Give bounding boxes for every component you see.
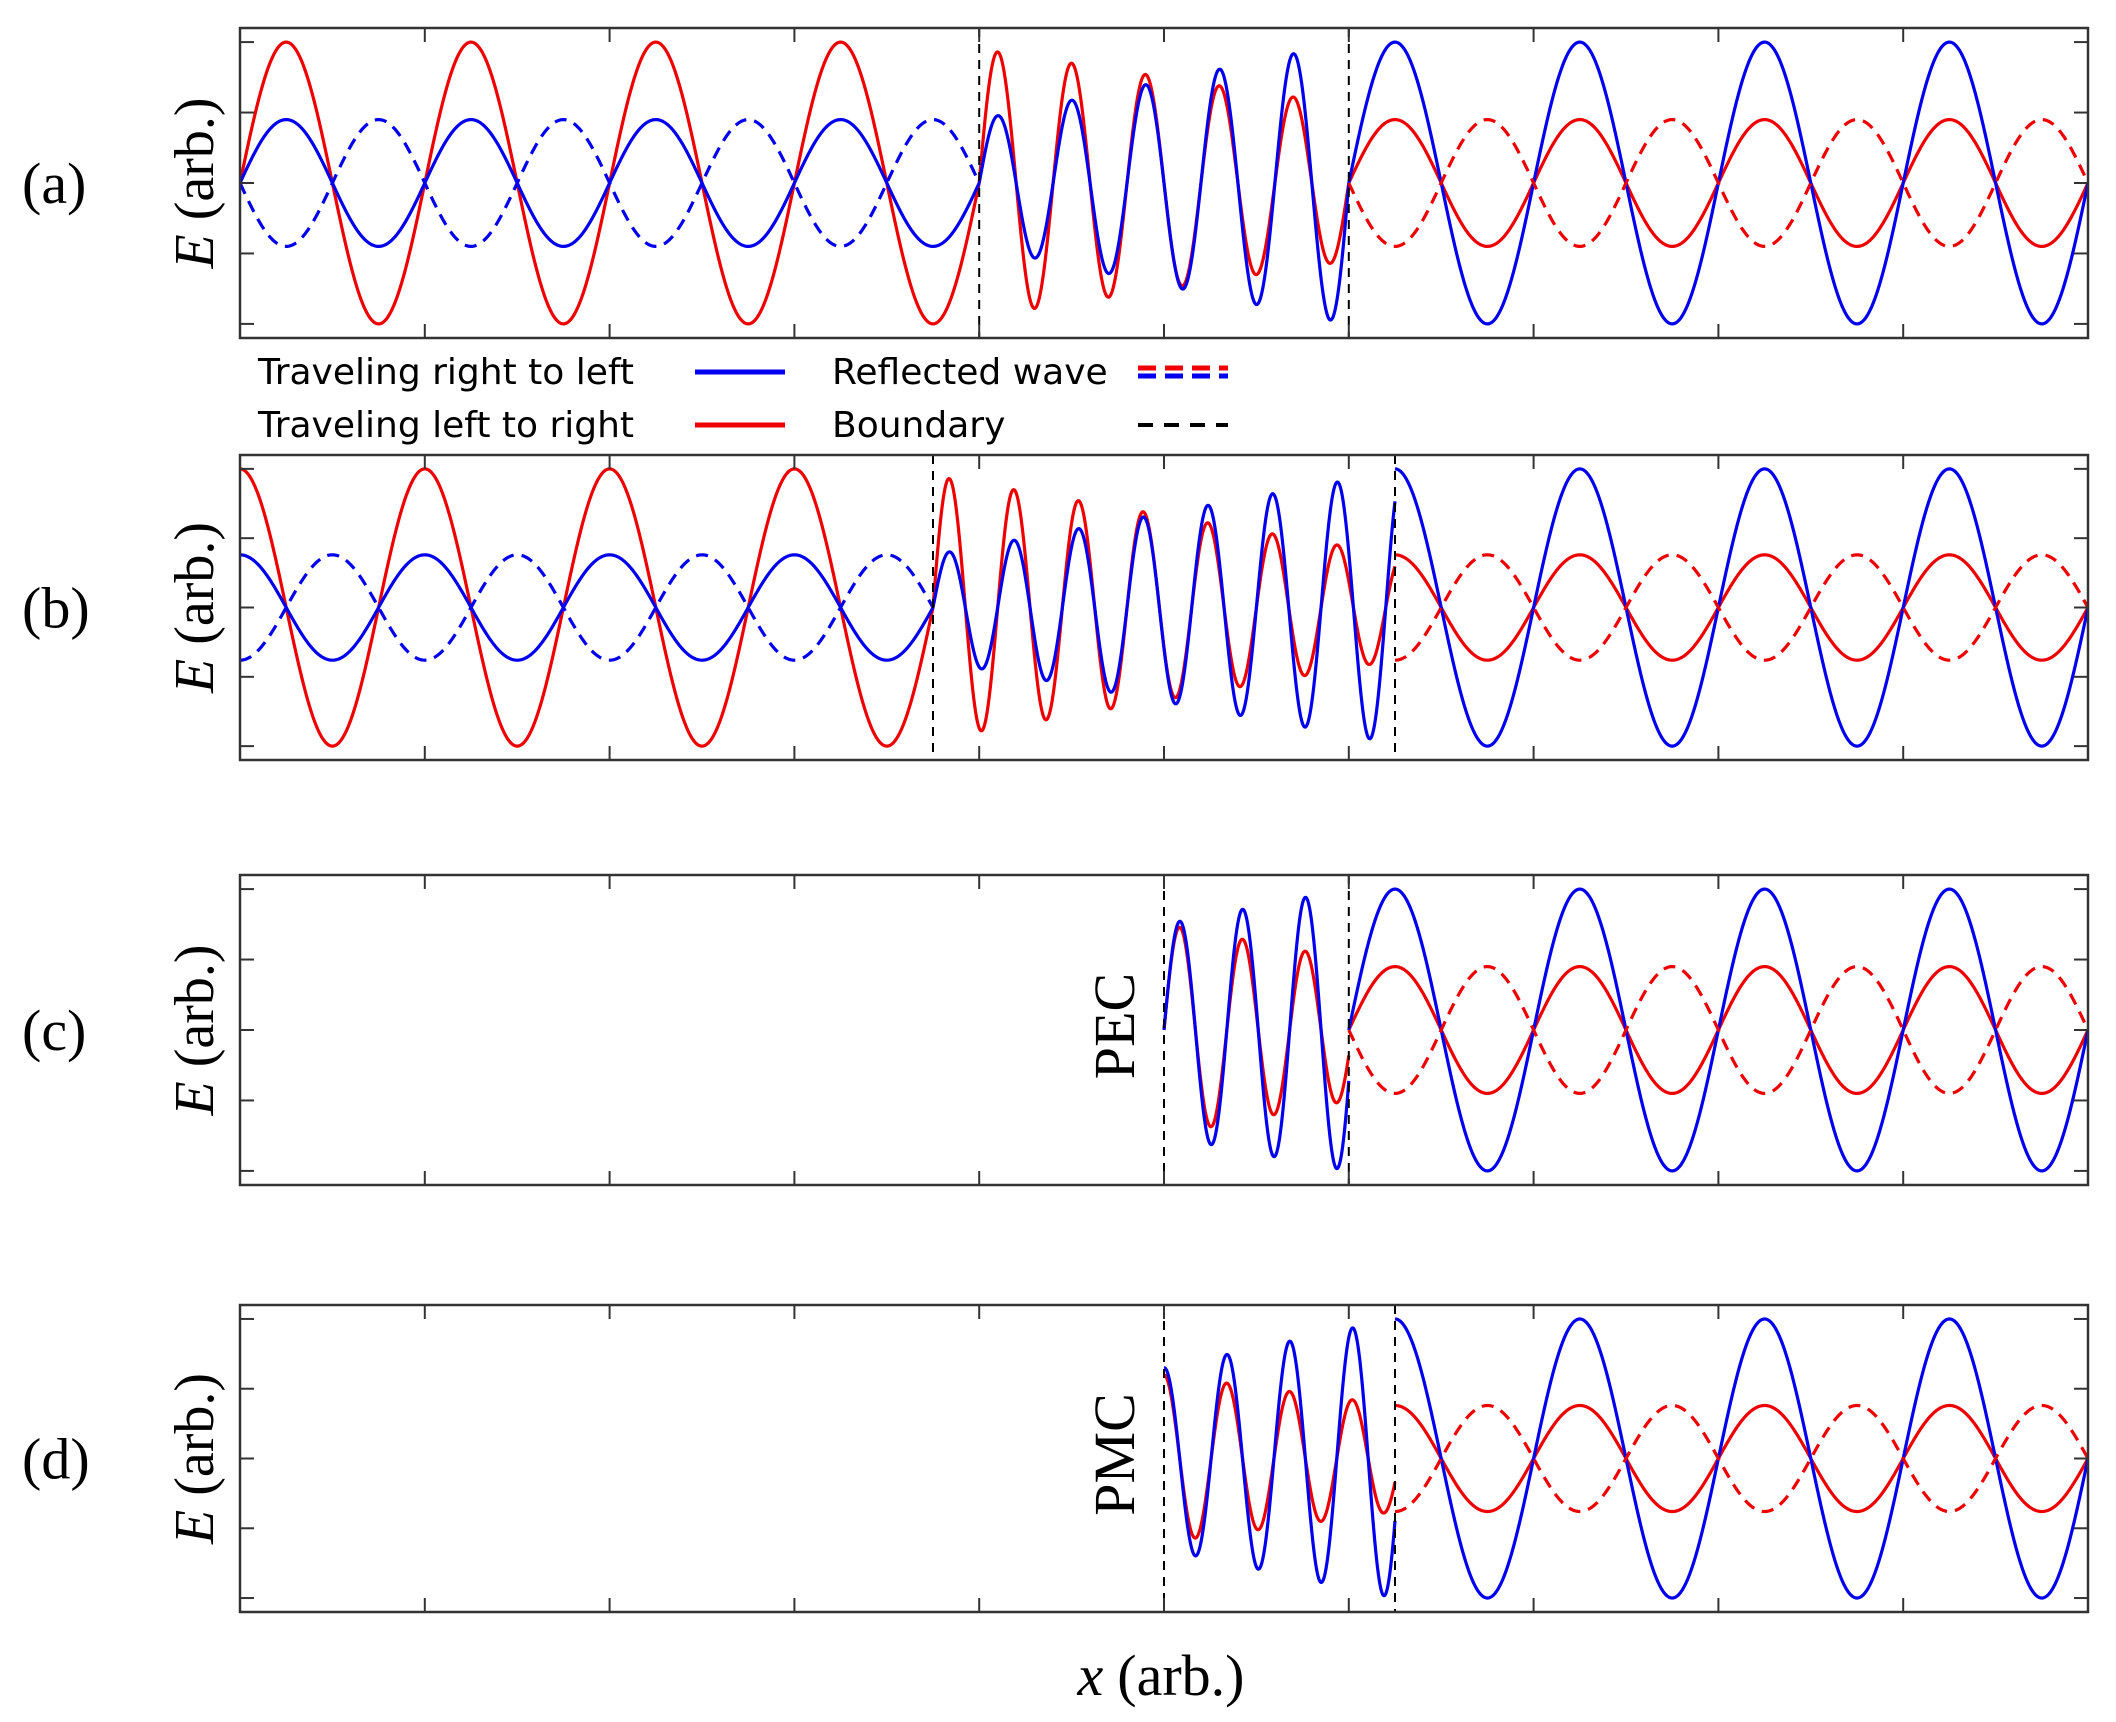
series-traveling-left-to-right-red-solid [1162,1373,1397,1540]
panel-label: (b) [22,576,90,641]
x-axis-label-unit: (arb.) [1117,1643,1244,1708]
y-axis-label-var: E [164,234,226,269]
axes-frame [238,873,2090,1187]
series-traveling-right-to-left-blue-solid [1162,1326,1397,1598]
legend-label-left-to-right: Traveling left to right [257,405,634,446]
series-traveling-left-to-right-red-solid [1394,1403,2088,1514]
series-reflected-wave-red-dashed [1394,1403,2088,1514]
region-annotation-pmc: PMC [1082,1393,1147,1516]
series-group [240,40,2088,326]
legend-label-reflected-wave: Reflected wave [832,352,1108,393]
legend: Traveling right to left Traveling left t… [257,352,1228,446]
series-traveling-right-to-left-blue-solid [1394,1317,2088,1600]
panel-label: (d) [22,1427,90,1492]
axes-frame [238,1303,2090,1614]
region-annotation-pec: PEC [1082,973,1147,1079]
series-traveling-right-to-left-blue-solid [931,480,1397,741]
series-group [1162,1317,2088,1600]
axes-frame [238,453,2090,762]
axes-frame [238,26,2090,340]
panel-a: (a) E (arb.) [22,26,2090,340]
series-group [1162,887,2088,1173]
y-axis-label-unit: (arb.) [164,97,226,220]
series-reflected-wave-red-dashed [1347,118,2088,248]
y-axis-label-unit: (arb.) [164,944,226,1067]
x-axis-label: x (arb.) [1077,1643,1245,1708]
y-axis-label-unit: (arb.) [164,1373,226,1496]
panel-label: (c) [22,998,86,1063]
y-axis-label: E (arb.) [164,522,226,694]
series-traveling-right-to-left-blue-solid [977,52,1351,322]
series-traveling-right-to-left-blue-solid [240,553,935,662]
y-axis-label-var: E [164,659,226,694]
panel-b: (b) E (arb.) [22,453,2090,762]
series-traveling-left-to-right-red-solid [1394,553,2088,662]
series-reflected-wave-blue-dashed [240,118,981,248]
series-traveling-right-to-left-blue-solid [1394,467,2088,748]
series-traveling-right-to-left-blue-solid [1162,895,1351,1171]
panel-d: (d) E (arb.) PMC [22,1303,2090,1614]
y-axis-label: E (arb.) [164,97,226,269]
x-axis-label-var: x [1077,1643,1104,1708]
y-axis-label-var: E [164,1081,226,1116]
y-axis-label: E (arb.) [164,1373,226,1545]
series-traveling-left-to-right-red-solid [931,477,1397,733]
y-axis-label-unit: (arb.) [164,522,226,645]
series-traveling-left-to-right-red-solid [240,467,935,748]
panels: (a) E (arb.) (b) E (arb.) (c) E (arb.) PEC (d) E (ar… [22,26,2090,1614]
series-reflected-wave-red-dashed [1347,965,2088,1095]
legend-label-right-to-left: Traveling right to left [257,352,634,393]
y-axis-label-var: E [164,1510,226,1545]
series-group [240,467,2088,748]
panel-c: (c) E (arb.) PEC [22,873,2090,1187]
panel-label: (a) [22,151,86,216]
y-axis-label: E (arb.) [164,944,226,1116]
legend-label-boundary: Boundary [832,405,1005,446]
